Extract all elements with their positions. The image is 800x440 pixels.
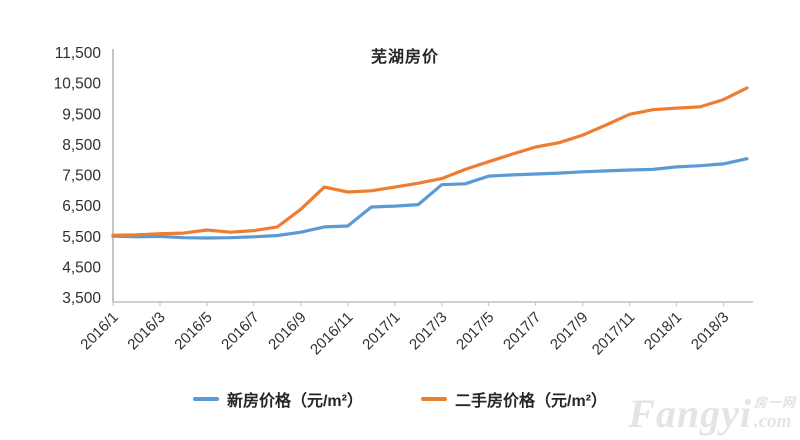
- y-axis-tick-label: 6,500: [62, 198, 101, 215]
- legend-entry-new-house: 新房价格（元/m²）: [192, 387, 363, 411]
- watermark-brand: Fangyi: [628, 391, 752, 436]
- y-axis-tick-label: 11,500: [55, 45, 102, 62]
- x-axis-tick-label: 2016/1: [77, 309, 121, 353]
- x-axis-tick-label: 2017/9: [547, 309, 591, 353]
- y-axis-tick-label: 4,500: [62, 259, 101, 276]
- x-axis-tick-label: 2017/11: [589, 309, 639, 359]
- y-axis-tick-label: 10,500: [54, 76, 102, 93]
- series-line-1: [111, 86, 749, 237]
- watermark-suffix: .com: [753, 411, 792, 432]
- y-axis-tick-label: 9,500: [62, 106, 101, 123]
- y-axis-tick-label: 5,500: [62, 229, 101, 246]
- watermark-logo: Fangyi 房一网 .com: [628, 394, 796, 434]
- x-axis-tick-label: 2016/7: [218, 309, 262, 353]
- x-axis-tick-label: 2016/9: [265, 309, 309, 353]
- legend-label-new-house: 新房价格（元/m²）: [226, 393, 363, 410]
- x-axis-tick-label: 2016/11: [307, 309, 357, 359]
- x-axis-tick-label: 2018/1: [641, 309, 685, 353]
- y-axis-tick-label: 8,500: [62, 137, 101, 154]
- y-axis-tick-label: 3,500: [62, 290, 101, 307]
- legend-line-swatch-new-house: [192, 397, 219, 401]
- x-axis-tick-label: 2016/3: [124, 309, 168, 353]
- legend-entry-secondhand-house: 二手房价格（元/m²）: [421, 387, 607, 411]
- x-axis-tick-label: 2017/1: [359, 309, 403, 353]
- legend-label-secondhand-house: 二手房价格（元/m²）: [455, 393, 608, 410]
- series-line-0: [111, 157, 749, 240]
- x-axis-tick-label: 2016/5: [171, 309, 215, 353]
- x-axis-tick-label: 2018/3: [688, 309, 732, 353]
- chart-title: 芜湖房价: [370, 49, 439, 66]
- legend-line-swatch-secondhand-house: [421, 397, 447, 401]
- x-axis-tick-label: 2017/5: [453, 309, 497, 353]
- watermark-cjk: 房一网: [753, 395, 796, 410]
- x-axis-tick-label: 2017/7: [500, 309, 544, 353]
- x-axis-tick-label: 2017/3: [406, 309, 450, 353]
- y-axis-tick-label: 7,500: [62, 168, 101, 185]
- legend: 新房价格（元/m²） 二手房价格（元/m²）: [0, 387, 800, 411]
